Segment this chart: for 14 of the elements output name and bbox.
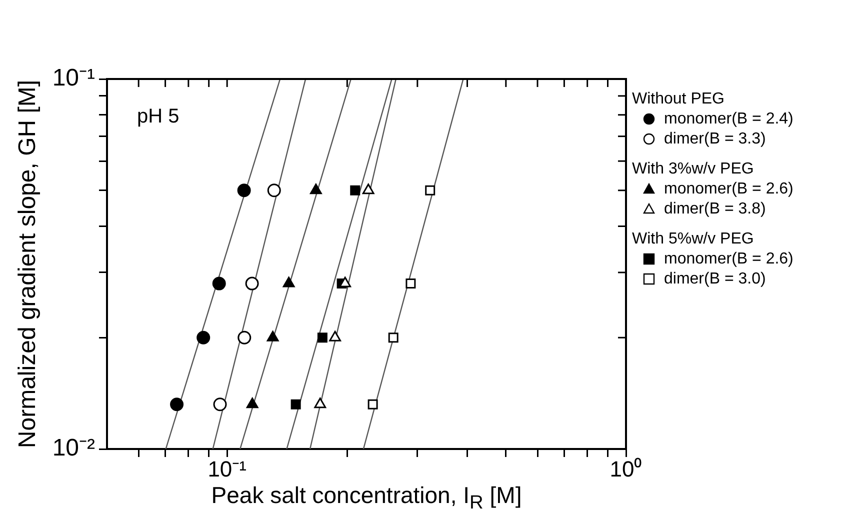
legend-label: dimer(B = 3.3) <box>664 130 766 148</box>
y-tick-label: 10⁻² <box>52 434 96 462</box>
text: Without PEG <box>632 90 724 108</box>
text: With 5%w/v PEG <box>632 230 754 248</box>
annotation: pH 5 <box>137 106 180 128</box>
text: With 3%w/v PEG <box>632 160 754 178</box>
legend-label: dimer(B = 3.8) <box>664 200 766 218</box>
y-axis-title: Normalized gradient slope, GH [M] <box>14 78 42 450</box>
legend-label: monomer(B = 2.6) <box>664 250 794 268</box>
legend-label: monomer(B = 2.4) <box>664 110 794 128</box>
legend-label: dimer(B = 3.0) <box>664 270 766 288</box>
x-tick-label: 10⁰ <box>610 456 642 482</box>
x-axis-title: Peak salt concentration, I$_{R}$ [M] <box>210 482 523 514</box>
legend-label: monomer(B = 2.6) <box>664 180 794 198</box>
